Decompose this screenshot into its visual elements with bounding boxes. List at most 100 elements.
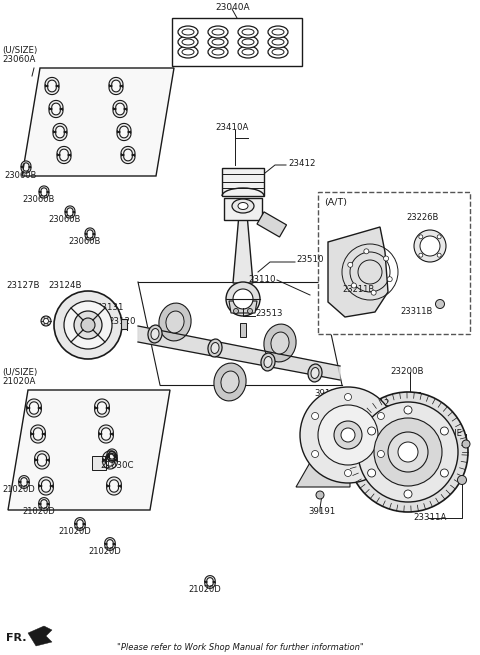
Ellipse shape	[208, 26, 228, 38]
Circle shape	[341, 428, 355, 442]
Circle shape	[233, 289, 253, 309]
Text: 21020D: 21020D	[88, 548, 121, 557]
Text: 23410A: 23410A	[215, 124, 248, 132]
Polygon shape	[39, 186, 49, 193]
Polygon shape	[107, 477, 121, 487]
Polygon shape	[109, 77, 123, 87]
Text: 39190A: 39190A	[314, 388, 347, 398]
Text: 23211B: 23211B	[342, 286, 374, 295]
Circle shape	[377, 413, 384, 419]
Polygon shape	[39, 504, 49, 510]
Circle shape	[437, 253, 441, 257]
Circle shape	[81, 318, 95, 332]
Circle shape	[316, 491, 324, 499]
Circle shape	[377, 451, 384, 457]
Text: 23060B: 23060B	[48, 215, 80, 225]
Text: 23120: 23120	[108, 318, 135, 326]
Polygon shape	[26, 399, 41, 409]
Circle shape	[351, 283, 357, 288]
Polygon shape	[57, 154, 71, 164]
Ellipse shape	[242, 39, 254, 45]
Circle shape	[374, 418, 442, 486]
Ellipse shape	[271, 332, 289, 354]
Circle shape	[226, 282, 260, 316]
Polygon shape	[19, 481, 29, 489]
Polygon shape	[296, 393, 350, 487]
Polygon shape	[65, 206, 75, 213]
Circle shape	[440, 469, 448, 477]
Circle shape	[440, 427, 448, 435]
Polygon shape	[65, 212, 75, 218]
Circle shape	[387, 276, 392, 282]
Polygon shape	[57, 147, 71, 156]
Bar	[92, 456, 106, 470]
Circle shape	[54, 291, 122, 359]
Polygon shape	[28, 626, 52, 646]
Ellipse shape	[178, 46, 198, 58]
Circle shape	[371, 290, 376, 295]
Circle shape	[435, 299, 444, 309]
Polygon shape	[205, 576, 215, 583]
Ellipse shape	[272, 49, 284, 55]
Text: 21030C: 21030C	[100, 462, 133, 470]
Ellipse shape	[212, 29, 224, 35]
Ellipse shape	[264, 324, 296, 362]
Text: 21020D: 21020D	[58, 527, 91, 536]
Ellipse shape	[214, 363, 246, 401]
Text: 23510: 23510	[296, 255, 324, 265]
Circle shape	[345, 394, 351, 400]
Polygon shape	[98, 425, 113, 435]
Circle shape	[334, 421, 362, 449]
Ellipse shape	[182, 49, 194, 55]
Circle shape	[300, 387, 396, 483]
Polygon shape	[38, 477, 53, 487]
Polygon shape	[98, 433, 113, 443]
Polygon shape	[107, 455, 117, 461]
Polygon shape	[205, 582, 215, 588]
Polygon shape	[328, 227, 388, 317]
Ellipse shape	[264, 356, 272, 367]
Circle shape	[368, 427, 376, 435]
Text: 23311A: 23311A	[413, 514, 446, 523]
Polygon shape	[21, 166, 31, 173]
Text: 23311B: 23311B	[400, 307, 432, 316]
Text: 23226B: 23226B	[406, 214, 438, 223]
Polygon shape	[75, 523, 85, 531]
Ellipse shape	[238, 26, 258, 38]
Ellipse shape	[221, 371, 239, 393]
Text: 23060B: 23060B	[4, 170, 36, 179]
Polygon shape	[108, 457, 116, 462]
Text: 23110: 23110	[248, 276, 276, 284]
Ellipse shape	[232, 199, 254, 213]
Polygon shape	[233, 214, 253, 283]
Text: 39191: 39191	[308, 508, 335, 517]
Bar	[224, 198, 262, 220]
Circle shape	[312, 451, 319, 457]
Text: 23513: 23513	[255, 310, 283, 318]
Circle shape	[364, 249, 369, 254]
Text: 1430JE: 1430JE	[433, 430, 462, 438]
Circle shape	[437, 234, 441, 239]
Polygon shape	[35, 459, 49, 469]
Polygon shape	[31, 433, 46, 443]
Polygon shape	[19, 476, 29, 483]
Circle shape	[388, 432, 428, 472]
Text: 23200B: 23200B	[390, 367, 423, 377]
Text: 21020D: 21020D	[188, 586, 221, 595]
Ellipse shape	[261, 353, 275, 371]
Polygon shape	[105, 544, 115, 550]
Polygon shape	[107, 485, 121, 495]
Ellipse shape	[151, 329, 159, 339]
Bar	[257, 212, 287, 237]
Polygon shape	[8, 390, 170, 510]
Circle shape	[248, 309, 252, 314]
Ellipse shape	[178, 36, 198, 48]
Polygon shape	[95, 407, 109, 417]
Polygon shape	[117, 131, 131, 141]
Polygon shape	[138, 326, 340, 380]
Polygon shape	[45, 85, 59, 94]
Polygon shape	[26, 407, 41, 417]
Ellipse shape	[238, 46, 258, 58]
Circle shape	[312, 413, 319, 419]
Ellipse shape	[182, 29, 194, 35]
